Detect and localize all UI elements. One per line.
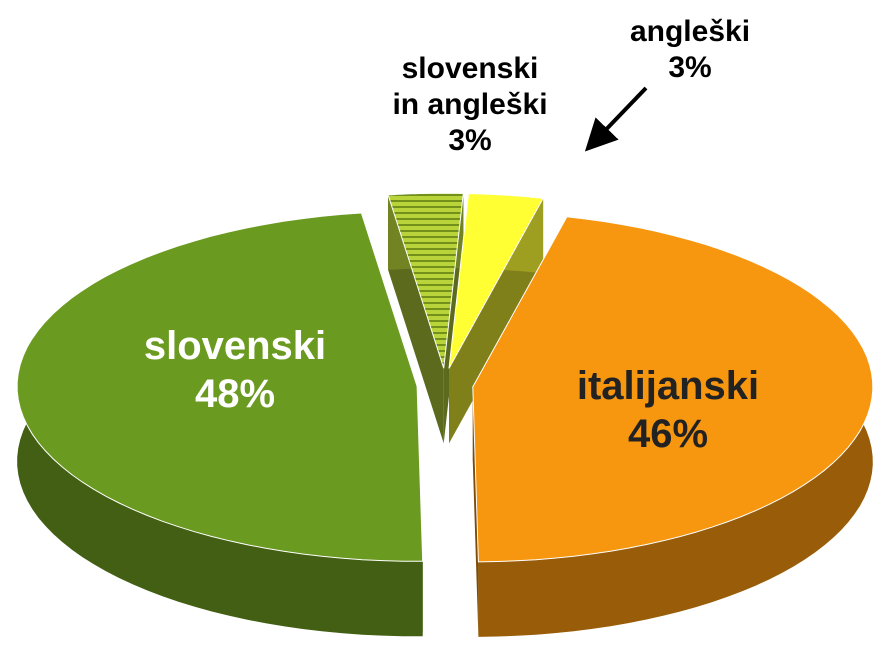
slice-top [387, 192, 464, 369]
slice-label: slovenski in angleški 3% [388, 51, 552, 159]
slice-top [472, 216, 874, 563]
pie-slice [387, 192, 464, 444]
slice-label: angleški 3% [590, 14, 790, 86]
category-label: slovenski [143, 324, 327, 368]
value-label: 46% [627, 412, 709, 456]
slice-radial-wall [472, 386, 479, 637]
slice-top [16, 212, 424, 562]
category-label: angleški [629, 15, 751, 48]
callout-arrow [584, 86, 648, 152]
pie-slice [448, 193, 544, 444]
pie-slice [16, 212, 424, 637]
value-label: 48% [194, 372, 276, 416]
slice-top [448, 193, 544, 369]
pie-slice [472, 216, 874, 637]
slice-label: italijanski 46% [538, 362, 798, 458]
slice-label: slovenski 48% [105, 322, 365, 418]
category-label: italijanski [576, 364, 760, 408]
value-label: 3% [668, 51, 712, 84]
value-label: 3% [448, 124, 492, 157]
category-label: slovenski in angleški [392, 52, 548, 121]
